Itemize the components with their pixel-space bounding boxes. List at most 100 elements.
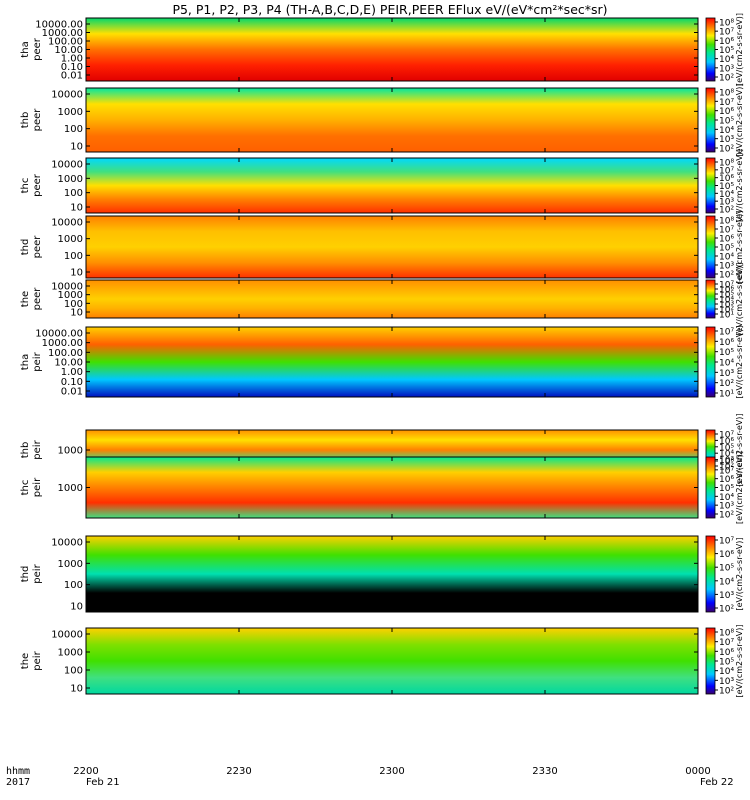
- spectrogram-image: [86, 536, 698, 612]
- colorbar-tick-label: 10⁴: [719, 359, 734, 369]
- colorbar-tick-label: 10³: [719, 502, 734, 512]
- colorbar-tick-label: 10¹: [719, 390, 734, 400]
- probe-label: thb: [20, 112, 31, 129]
- colorbar-tick-label: 10⁴: [719, 126, 734, 136]
- product-label: peer: [32, 37, 43, 61]
- colorbar-label: [eV/(cm2-s-sr-eV)]: [735, 262, 744, 335]
- colorbar-label: [eV/(cm2-s-sr-eV)]: [735, 83, 744, 156]
- colorbar-tick-label: 10⁸: [719, 458, 734, 468]
- colorbar-tick-label: 10²: [719, 306, 734, 316]
- y-tick-label: 1000: [58, 648, 83, 659]
- colorbar-tick-label: 10²: [719, 379, 734, 389]
- y-tick-label: 10: [70, 268, 83, 279]
- colorbar-tick-label: 10⁶: [719, 174, 734, 184]
- panel-thb-peer: thb peer 10000 1000 100 10 10⁸10⁷10⁶10⁵10⁴10³1…: [20, 83, 744, 156]
- colorbar-tick-label: 10⁴: [719, 667, 734, 677]
- y-tick-label: 1000.00: [42, 338, 83, 349]
- colorbar-tick-label: 10³: [719, 64, 734, 74]
- colorbar-tick-label: 10⁴: [719, 190, 734, 200]
- y-tick-label: 0.01: [61, 71, 83, 82]
- colorbar-tick-label: 10⁷: [719, 28, 734, 38]
- colorbar-tick-label: 10⁶: [719, 648, 734, 658]
- x-tick-label: 2330: [532, 766, 557, 777]
- panel-the-peer: the peer1000010001001010⁷10⁶10⁵10⁴10³10²1…: [20, 262, 744, 335]
- y-tick-label: 10: [70, 602, 83, 613]
- y-tick-label: 1.00: [61, 367, 83, 378]
- colorbar-tick-label: 10⁸: [719, 89, 734, 99]
- product-label: peir: [32, 351, 43, 371]
- colorbar-tick-label: 10⁶: [719, 550, 734, 560]
- spectrogram-image: [86, 280, 698, 318]
- product-label: peer: [32, 287, 43, 311]
- colorbar: [705, 326, 716, 398]
- colorbar-tick-label: 10⁶: [719, 475, 734, 485]
- y-tick-label: 1.00: [61, 54, 83, 65]
- colorbar-tick-label: 10⁵: [719, 484, 734, 494]
- colorbar-tick-label: 10²: [719, 463, 734, 473]
- y-tick-label: 100: [64, 251, 83, 262]
- product-label: peir: [32, 650, 43, 670]
- colorbar: [705, 279, 716, 319]
- colorbar-tick-label: 10⁵: [719, 564, 734, 574]
- y-tick-label: 1000.00: [42, 28, 83, 39]
- y-tick-label: 1000: [58, 290, 83, 301]
- colorbar-tick-label: 10⁴: [719, 577, 734, 587]
- colorbar-tick-label: 10⁴: [719, 296, 734, 306]
- y-tick-label: 10000: [51, 538, 83, 549]
- y-tick-label: 1000: [58, 107, 83, 118]
- probe-label: the: [20, 653, 31, 669]
- probe-label: thb: [20, 442, 31, 459]
- colorbar-tick-label: 10²: [719, 206, 734, 216]
- probe-label: the: [20, 291, 31, 307]
- colorbar-tick-label: 10⁸: [719, 629, 734, 639]
- colorbar-tick-label: 10³: [719, 135, 734, 145]
- colorbar-tick-label: 10³: [719, 677, 734, 687]
- colorbar-tick-label: 10⁸: [719, 159, 734, 169]
- colorbar-tick-label: 10⁷: [719, 466, 734, 476]
- colorbar-tick-label: 10⁵: [719, 443, 734, 453]
- colorbar-tick-label: 10³: [719, 591, 734, 601]
- colorbar-tick-label: 10⁵: [719, 658, 734, 668]
- colorbar-tick-label: 10⁷: [719, 166, 734, 176]
- product-label: peer: [32, 173, 43, 197]
- y-tick-label: 100: [64, 666, 83, 677]
- y-tick-label: 10000: [51, 218, 83, 229]
- colorbar-tick-label: 10⁷: [719, 638, 734, 648]
- colorbar-tick-label: 10¹: [719, 311, 734, 321]
- y-tick-label: 10000.00: [35, 329, 83, 340]
- colorbar-label: [eV/(cm2-s-sr-eV)]: [735, 451, 744, 524]
- spectrogram-image: [86, 88, 698, 152]
- y-tick-label: 100: [64, 580, 83, 591]
- colorbar-tick-label: 10⁷: [719, 226, 734, 236]
- colorbar-tick-label: 10⁴: [719, 253, 734, 263]
- colorbar-tick-label: 10⁶: [719, 235, 734, 245]
- colorbar: [705, 157, 716, 214]
- panel-the-peir: the peir 10000 1000 100 10 10⁸10⁷10⁶10⁵10⁴10³1…: [20, 624, 744, 697]
- x-tick-label: 0000: [685, 766, 710, 777]
- colorbar-label: [eV/(cm2-s-sr-eV)]: [735, 325, 744, 398]
- colorbar-tick-label: 10⁵: [719, 182, 734, 192]
- probe-label: thc: [20, 178, 31, 194]
- colorbar-tick-label: 10⁵: [719, 46, 734, 56]
- x-tick-label: 2300: [379, 766, 404, 777]
- panel-thc-peer: thc peer 10000 1000 100 10 10⁸10⁷10⁶10⁵10⁴10³1…: [20, 149, 744, 222]
- spectrogram-image: [86, 158, 698, 213]
- colorbar-tick-label: 10⁷: [719, 328, 734, 338]
- y-tick-label: 10: [70, 684, 83, 695]
- colorbar-tick-label: 10⁶: [719, 107, 734, 117]
- colorbar-tick-label: 10³: [719, 456, 734, 466]
- colorbar-tick-label: 10⁸: [719, 217, 734, 227]
- colorbar-tick-label: 10⁴: [719, 450, 734, 460]
- colorbar-tick-label: 10⁶: [719, 437, 734, 447]
- colorbar-tick-label: 10²: [719, 145, 734, 155]
- y-tick-label: 10000: [51, 90, 83, 101]
- colorbar: [705, 17, 716, 82]
- colorbar-tick-label: 10²: [719, 511, 734, 521]
- colorbar-tick-label: 10⁵: [719, 291, 734, 301]
- y-tick-label: 10000: [51, 630, 83, 641]
- colorbar-label: [eV/(cm2-s-sr-eV)]: [735, 149, 744, 222]
- y-tick-label: 100.00: [48, 348, 83, 359]
- colorbar-tick-label: 10²: [719, 74, 734, 84]
